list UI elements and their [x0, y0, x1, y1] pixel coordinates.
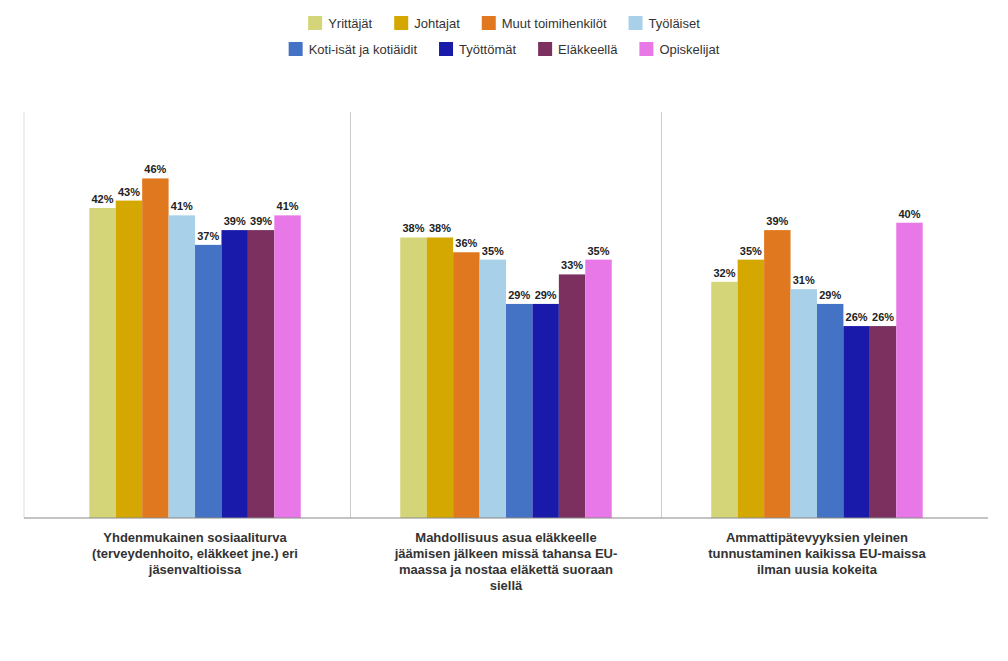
- bar: [738, 260, 764, 518]
- bar: [221, 230, 247, 518]
- data-label: 39%: [766, 215, 788, 227]
- bar: [896, 223, 922, 518]
- bar: [585, 260, 611, 518]
- legend-swatch: [308, 16, 322, 30]
- legend-item: Muut toimihenkilöt: [482, 16, 607, 31]
- bar: [870, 326, 896, 518]
- data-labels: 42% 38% 32% 43% 38% 35% 46% 36% 39% 41% 35% 31% 37% 2…: [92, 163, 921, 323]
- category-label: Yhdenmukainen sosiaaliturva(terveydenhoi…: [92, 530, 298, 577]
- data-label: 46%: [144, 163, 166, 175]
- bar: [791, 289, 817, 518]
- bar: [116, 201, 142, 518]
- legend-label: Eläkkeellä: [558, 42, 618, 57]
- bar: [427, 237, 453, 518]
- data-label: 43%: [118, 186, 140, 198]
- data-label: 35%: [740, 245, 762, 257]
- data-label: 39%: [224, 215, 246, 227]
- legend-label: Työttömät: [459, 42, 516, 57]
- data-label: 36%: [455, 237, 477, 249]
- bar: [248, 230, 274, 518]
- data-label: 42%: [92, 193, 114, 205]
- bar: [843, 326, 869, 518]
- bar: [480, 260, 506, 518]
- legend-swatch: [629, 16, 643, 30]
- bar: [506, 304, 532, 518]
- data-label: 37%: [197, 230, 219, 242]
- data-label: 38%: [429, 222, 451, 234]
- bar: [195, 245, 221, 518]
- legend-label: Yrittäjät: [328, 16, 372, 31]
- group-divider: [350, 112, 351, 518]
- legend-label: Työläiset: [649, 16, 701, 31]
- data-label: 40%: [898, 208, 920, 220]
- legend-swatch: [439, 42, 453, 56]
- legend-item: Yrittäjät: [308, 16, 372, 31]
- legend-swatch: [639, 42, 653, 56]
- data-label: 32%: [713, 267, 735, 279]
- bar: [400, 237, 426, 518]
- bar: [532, 304, 558, 518]
- data-label: 26%: [846, 311, 868, 323]
- bar: [764, 230, 790, 518]
- legend-label: Johtajat: [414, 16, 460, 31]
- bar: [711, 282, 737, 518]
- data-label: 29%: [508, 289, 530, 301]
- group-divider: [661, 112, 662, 518]
- legend-swatch: [394, 16, 408, 30]
- bar: [274, 215, 300, 518]
- data-label: 33%: [561, 259, 583, 271]
- legend-item: Eläkkeellä: [538, 42, 618, 57]
- legend-item: Opiskelijat: [639, 42, 719, 57]
- legend-item: Koti-isät ja kotiäidit: [289, 42, 418, 57]
- bar: [89, 208, 115, 518]
- legend-swatch: [482, 16, 496, 30]
- data-label: 41%: [277, 200, 299, 212]
- legend-label: Opiskelijat: [659, 42, 719, 57]
- legend-item: Työläiset: [629, 16, 701, 31]
- data-label: 38%: [402, 222, 424, 234]
- y-axis-line: [24, 112, 25, 518]
- category-label: Ammattipätevyyksien yleinentunnustaminen…: [708, 530, 926, 577]
- legend-swatch: [538, 42, 552, 56]
- data-label: 29%: [819, 289, 841, 301]
- data-label: 35%: [587, 245, 609, 257]
- x-axis-line: [24, 518, 988, 519]
- bar: [559, 274, 585, 518]
- legend-label: Muut toimihenkilöt: [502, 16, 607, 31]
- legend-item: Työttömät: [439, 42, 516, 57]
- data-label: 41%: [171, 200, 193, 212]
- chart: 42% 38% 32% 43% 38% 35% 46% 36% 39% 41% 35% 31% 37% 2…: [0, 0, 1008, 661]
- bar: [817, 304, 843, 518]
- data-label: 29%: [535, 289, 557, 301]
- bar: [169, 215, 195, 518]
- data-label: 26%: [872, 311, 894, 323]
- data-label: 35%: [482, 245, 504, 257]
- legend-label: Koti-isät ja kotiäidit: [309, 42, 418, 57]
- category-label: Mahdollisuus asua eläkkeellejäämisen jäl…: [394, 530, 618, 593]
- legend: Yrittäjät Johtajat Muut toimihenkilöt Työlä…: [289, 16, 720, 57]
- bar: [142, 178, 168, 518]
- bars: [89, 178, 922, 518]
- data-label: 39%: [250, 215, 272, 227]
- legend-swatch: [289, 42, 303, 56]
- legend-item: Johtajat: [394, 16, 460, 31]
- bar: [453, 252, 479, 518]
- data-label: 31%: [793, 274, 815, 286]
